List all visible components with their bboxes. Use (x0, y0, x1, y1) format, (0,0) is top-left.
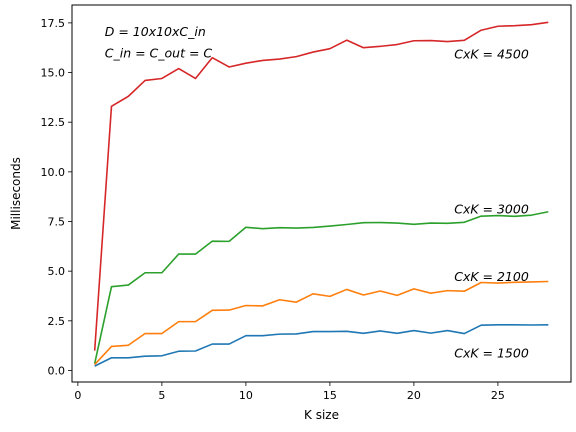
y-tick-label: 10.0 (41, 166, 66, 179)
y-tick-label: 12.5 (41, 116, 66, 129)
x-tick-label: 20 (407, 389, 421, 402)
y-tick-label: 15.0 (41, 67, 66, 80)
x-tick-label: 10 (239, 389, 253, 402)
y-tick-label: 5.0 (48, 265, 66, 278)
x-tick-label: 5 (158, 389, 165, 402)
y-axis-ticks: 0.0 2.5 5.0 7.5 10.0 12.5 15.0 17.5 (41, 17, 73, 378)
series-annotation-3000: CxK = 3000 (454, 202, 529, 217)
dimension-annotation: D = 10x10xC_in (105, 24, 206, 39)
y-tick-label: 0.0 (48, 364, 66, 377)
y-axis-label: Milliseconds (9, 157, 23, 230)
y-tick-label: 7.5 (48, 216, 66, 229)
x-tick-label: 25 (491, 389, 505, 402)
x-tick-label: 15 (323, 389, 337, 402)
x-axis-label: K size (304, 408, 339, 422)
x-tick-label: 0 (74, 389, 81, 402)
y-tick-label: 2.5 (48, 315, 66, 328)
y-tick-label: 17.5 (41, 17, 66, 30)
channels-annotation: C_in = C_out = C (105, 46, 213, 61)
x-axis-ticks: 0 5 10 15 20 25 (74, 382, 505, 402)
series-annotation-4500: CxK = 4500 (454, 47, 529, 62)
series-annotation-1500: CxK = 1500 (454, 346, 529, 361)
series-annotation-2100: CxK = 2100 (454, 269, 529, 284)
